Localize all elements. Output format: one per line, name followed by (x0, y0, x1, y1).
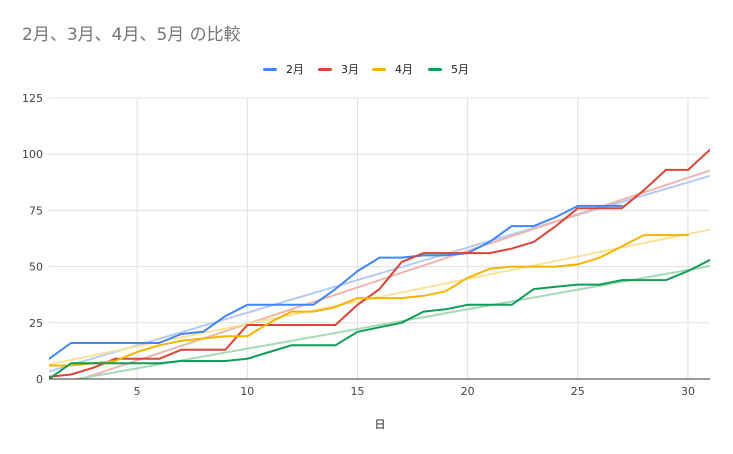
grid-lines (49, 97, 710, 379)
legend-swatch-mar (318, 67, 332, 71)
x-tick-label: 30 (681, 385, 695, 398)
axes: 0 25 50 75 100 125 5 10 15 20 25 30 (22, 92, 710, 398)
series-line-apr (49, 234, 689, 367)
chart-title: 2月、3月、4月、5月 の比較 (22, 25, 241, 45)
legend-label-apr: 4月 (395, 63, 413, 76)
series-line-may (49, 258, 710, 379)
y-tick-label: 100 (22, 148, 43, 161)
trendline-mar (78, 169, 710, 379)
trendline-apr (49, 228, 710, 366)
x-axis-label: 日 (374, 418, 386, 431)
legend-item-mar[interactable]: 3月 (318, 61, 359, 77)
legend-swatch-apr (372, 67, 386, 71)
y-tick-label: 125 (22, 92, 43, 105)
series-lines (49, 148, 710, 379)
y-tick-label: 50 (29, 261, 43, 274)
legend-label-may: 5月 (451, 63, 469, 76)
legend-item-feb[interactable]: 2月 (263, 61, 304, 77)
x-tick-label: 10 (240, 385, 254, 398)
series-line-feb (49, 204, 623, 360)
legend-item-apr[interactable]: 4月 (372, 61, 413, 77)
legend-item-may[interactable]: 5月 (428, 61, 469, 77)
trendline-may (71, 265, 710, 379)
legend: 2月 3月 4月 5月 (0, 61, 733, 77)
legend-swatch-may (428, 67, 442, 71)
x-tick-label: 20 (461, 385, 475, 398)
x-tick-label: 15 (350, 385, 364, 398)
x-tick-label: 25 (571, 385, 585, 398)
trendlines (49, 169, 710, 379)
series-line-mar (49, 148, 710, 378)
y-tick-label: 25 (29, 317, 43, 330)
legend-swatch-feb (263, 67, 277, 71)
y-tick-label: 75 (29, 204, 43, 217)
x-tick-label: 5 (134, 385, 141, 398)
legend-label-feb: 2月 (286, 63, 304, 76)
legend-label-mar: 3月 (341, 63, 359, 76)
y-tick-label: 0 (36, 373, 43, 386)
